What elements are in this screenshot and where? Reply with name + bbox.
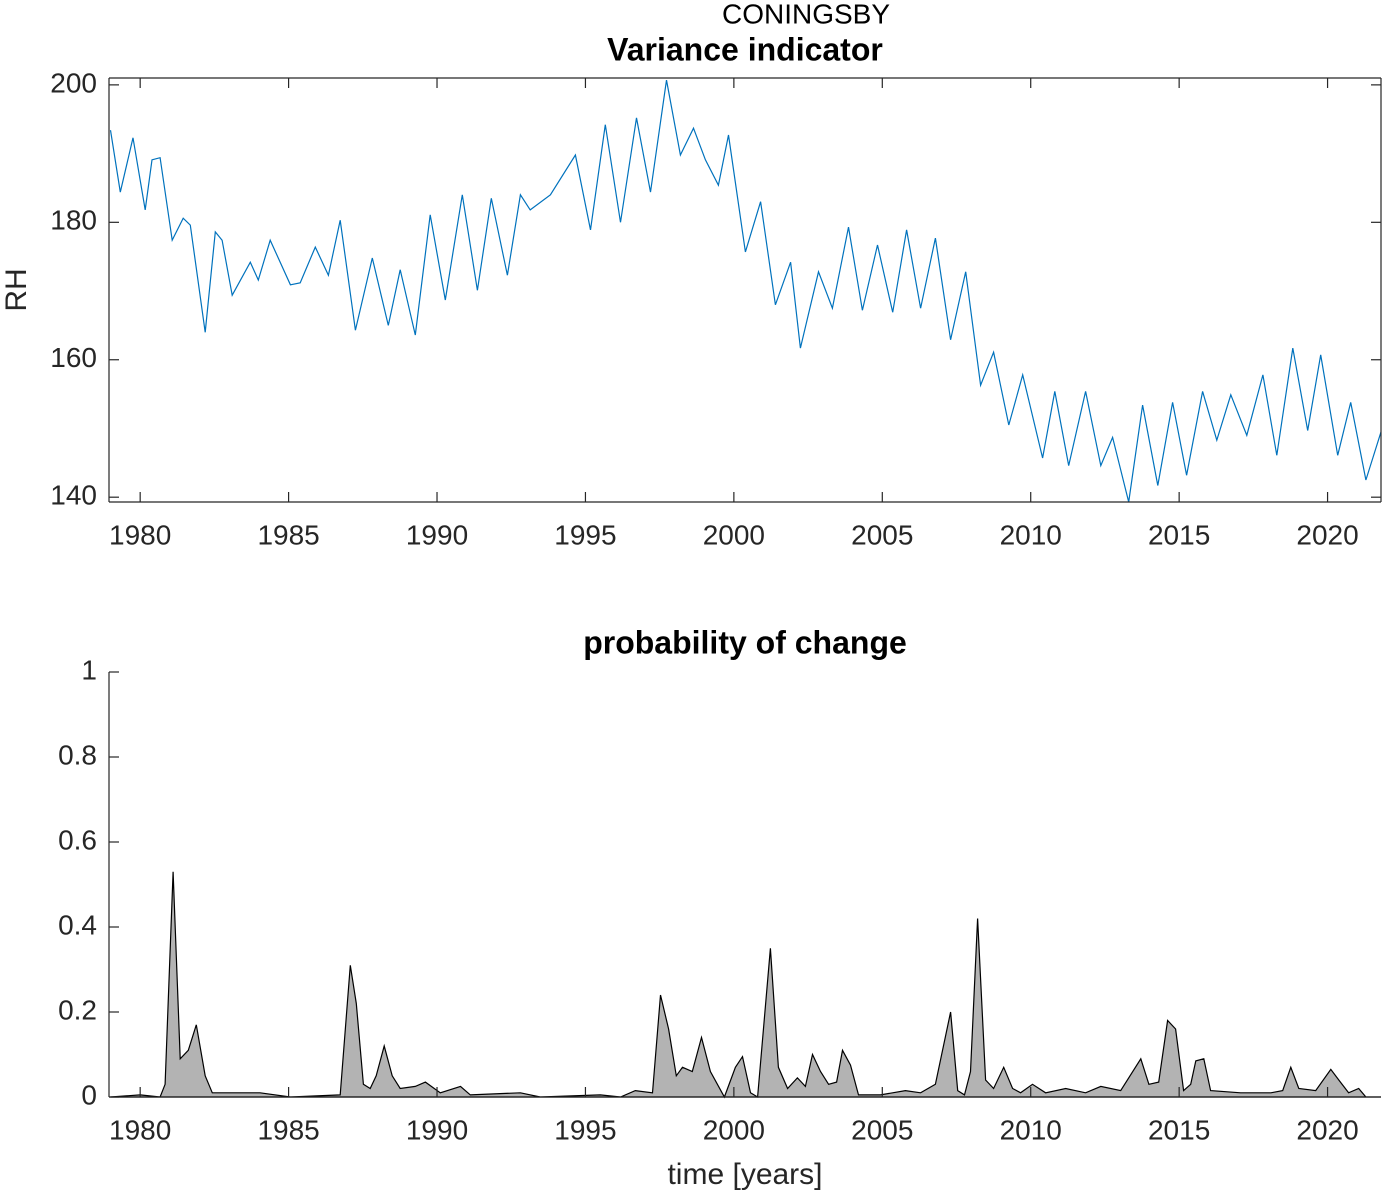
y-tick-label: 0.6 (58, 824, 97, 855)
x-axis-label: time [years] (667, 1158, 822, 1191)
x-tick-label: 1980 (109, 1114, 171, 1145)
y-tick-label: 0 (81, 1079, 97, 1110)
x-tick-label: 2010 (1000, 519, 1062, 550)
y-tick-label: 0.4 (58, 909, 97, 940)
data-line (109, 79, 1382, 503)
x-tick-label: 1985 (257, 1114, 319, 1145)
x-tick-label: 1990 (406, 519, 468, 550)
y-tick-label: 140 (50, 480, 97, 511)
x-tick-label: 2005 (851, 519, 913, 550)
x-tick-label: 2020 (1296, 519, 1358, 550)
x-tick-label: 2010 (1000, 1114, 1062, 1145)
x-tick-label: 1980 (109, 519, 171, 550)
y-tick-label: 0.2 (58, 994, 97, 1025)
x-tick-label: 2020 (1296, 1114, 1358, 1145)
y-tick-label: 1 (81, 654, 97, 685)
data-area (110, 871, 1381, 1099)
x-tick-label: 2000 (703, 1114, 765, 1145)
y-tick-label: 0.8 (58, 739, 97, 770)
x-tick-label: 2015 (1148, 519, 1210, 550)
x-tick-label: 1985 (257, 519, 319, 550)
axes-title: Variance indicator (607, 31, 883, 67)
x-tick-label: 1995 (554, 519, 616, 550)
y-tick-label: 160 (50, 342, 97, 373)
x-tick-label: 1990 (406, 1114, 468, 1145)
x-tick-label: 1995 (554, 1114, 616, 1145)
x-tick-label: 2005 (851, 1114, 913, 1145)
x-tick-label: 2000 (703, 519, 765, 550)
axes-title: probability of change (583, 624, 907, 660)
figure-title: CONINGSBY (722, 0, 890, 29)
y-tick-label: 200 (50, 67, 97, 98)
x-tick-label: 2015 (1148, 1114, 1210, 1145)
y-tick-label: 180 (50, 205, 97, 236)
y-axis-label: RH (0, 268, 33, 311)
